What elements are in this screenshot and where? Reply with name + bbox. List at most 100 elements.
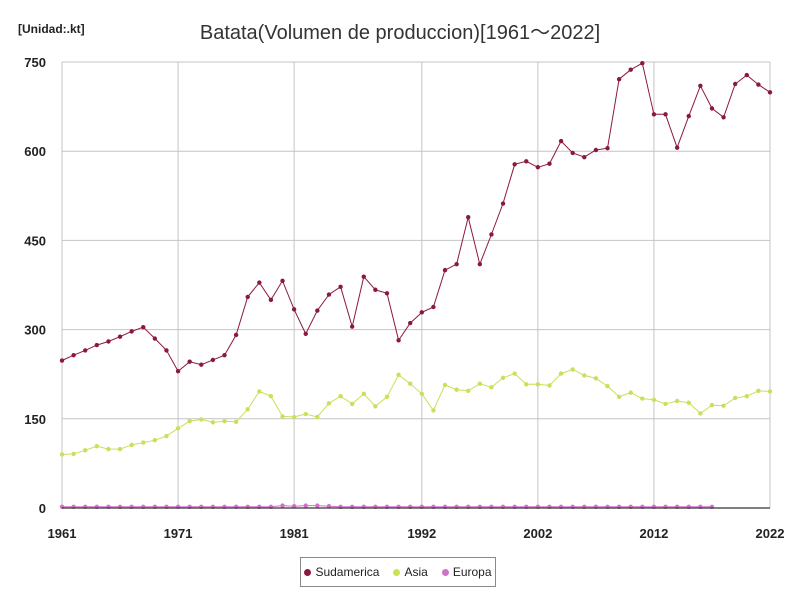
chart-title: Batata(Volumen de produccion)[1961～2022] [199, 22, 601, 44]
data-point [732, 395, 738, 401]
series-sudamerica [59, 60, 773, 374]
data-point [257, 389, 262, 394]
data-point [570, 150, 575, 156]
data-point [164, 433, 169, 439]
data-point [431, 304, 436, 310]
data-point [466, 388, 471, 394]
data-point [338, 284, 343, 289]
data-point [709, 106, 715, 111]
data-point [280, 278, 285, 284]
data-point [187, 418, 192, 424]
unit-label: [Unidad:.kt] [18, 22, 85, 36]
data-point [582, 373, 587, 378]
data-point [257, 280, 262, 285]
series-layer [59, 60, 773, 510]
data-point [268, 297, 274, 303]
data-point [326, 292, 332, 297]
data-point [686, 400, 691, 405]
data-point [199, 362, 204, 367]
x-tick-label: 1961 [48, 526, 77, 541]
data-point [477, 261, 483, 267]
data-point [384, 394, 390, 399]
data-point [640, 396, 645, 401]
data-point [164, 348, 169, 353]
data-point [315, 414, 320, 420]
data-point [419, 391, 425, 397]
data-point [489, 385, 494, 390]
data-point [698, 411, 703, 416]
data-point [698, 83, 703, 88]
y-tick-label: 0 [39, 501, 46, 516]
data-point [640, 60, 645, 66]
data-point [59, 452, 65, 457]
y-tick-label: 450 [24, 233, 46, 248]
legend-swatch [304, 568, 312, 576]
data-point [500, 375, 506, 380]
data-point [396, 372, 401, 377]
data-point [361, 274, 366, 279]
data-point [489, 232, 494, 237]
data-point [326, 504, 332, 509]
data-point [315, 308, 320, 313]
data-point [233, 332, 239, 338]
x-tick-label: 2012 [639, 526, 668, 541]
data-point [628, 390, 633, 395]
data-point [280, 503, 285, 508]
data-point [732, 81, 738, 87]
legend-label: Asia [404, 565, 428, 579]
data-point [767, 389, 773, 394]
y-tick-label: 600 [24, 144, 46, 159]
data-point [582, 154, 587, 160]
data-point [373, 404, 378, 409]
data-point [152, 438, 158, 443]
data-point [117, 446, 123, 452]
data-point [338, 394, 343, 399]
data-point [524, 159, 529, 164]
data-point [756, 82, 761, 87]
data-point [442, 267, 448, 273]
data-point [512, 162, 517, 167]
x-tick-label: 2022 [756, 526, 785, 541]
data-point [71, 352, 76, 358]
y-tick-label: 150 [24, 412, 46, 427]
x-tick-label: 1981 [280, 526, 309, 541]
data-point [106, 339, 111, 344]
data-point [686, 113, 691, 119]
data-point [616, 394, 622, 399]
data-point [361, 391, 366, 397]
data-point [454, 261, 459, 267]
data-point [280, 414, 285, 419]
data-point [407, 320, 413, 326]
data-point [141, 440, 146, 445]
data-point [616, 77, 622, 82]
series-asia [59, 367, 773, 457]
data-point [431, 408, 436, 413]
data-point [175, 426, 181, 431]
data-point [651, 397, 657, 402]
data-point [129, 442, 134, 448]
data-point [83, 448, 88, 453]
legend-label: Sudamerica [315, 565, 380, 579]
data-point [500, 201, 506, 206]
data-point [547, 383, 552, 388]
data-point [303, 331, 308, 336]
legend-item: Sudamerica [304, 565, 379, 579]
data-point [663, 401, 668, 407]
data-point [419, 310, 425, 315]
data-point [59, 358, 65, 363]
data-point [558, 138, 564, 144]
data-point [71, 451, 76, 457]
data-point [210, 357, 216, 363]
legend-label: Europa [452, 565, 492, 579]
data-point [94, 342, 100, 348]
data-point [512, 371, 517, 376]
legend-swatch [393, 568, 401, 576]
data-point [94, 443, 100, 449]
data-point [605, 383, 610, 389]
data-point [466, 215, 471, 220]
data-point [721, 115, 726, 120]
data-point [349, 324, 355, 329]
axes: 0 150 300 450 600 750 1961 1971 1981 1992 2002 2012… [24, 55, 784, 541]
data-point [303, 411, 308, 417]
